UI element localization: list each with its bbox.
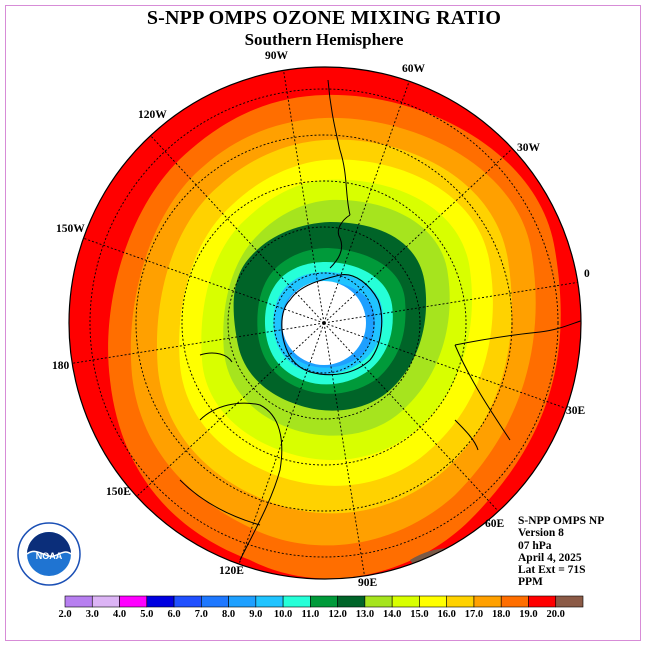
colorbar-tick-label: 16.0	[437, 609, 456, 620]
colorbar-swatch	[419, 595, 447, 608]
info-line-pressure: 07 hPa	[518, 539, 552, 552]
lon-label-30w: 30W	[517, 142, 540, 154]
colorbar-swatch	[228, 595, 257, 608]
colorbar-swatch	[446, 595, 475, 608]
colorbar-swatch	[528, 595, 557, 608]
colorbar-swatch	[337, 595, 366, 608]
colorbar-swatch	[364, 595, 393, 608]
colorbar-swatch	[282, 595, 311, 608]
info-line-version: Version 8	[518, 527, 564, 540]
colorbar-tick-label: 2.0	[58, 609, 72, 620]
colorbar-swatch	[310, 595, 338, 608]
colorbar-tick-label: 12.0	[328, 609, 347, 620]
lon-label-90w: 90W	[265, 50, 288, 62]
lon-label-150w: 150W	[56, 223, 85, 235]
info-line-lat-extent: Lat Ext = 71S	[518, 564, 586, 577]
lon-label-0: 0	[584, 268, 590, 280]
info-line-product: S-NPP OMPS NP	[518, 515, 605, 527]
colorbar-swatch	[500, 595, 529, 608]
lon-label-180: 180	[52, 360, 70, 372]
colorbar-tick-label: 10.0	[273, 609, 293, 620]
map-subtitle: Southern Hemisphere	[244, 30, 404, 49]
colorbar-tick-label: 13.0	[355, 609, 375, 620]
colorbar-tick-label: 3.0	[85, 609, 99, 620]
figure-frame	[5, 5, 641, 641]
colorbar-tick-label: 18.0	[492, 609, 511, 620]
colorbar-swatch	[391, 595, 420, 608]
colorbar-tick-label: 5.0	[140, 609, 154, 620]
lon-label-60w: 60W	[402, 63, 425, 75]
colorbar-tick-label: 15.0	[410, 609, 429, 620]
lon-label-60e: 60E	[485, 518, 505, 530]
colorbar-tick-label: 8.0	[222, 609, 236, 620]
svg-text:NOAA: NOAA	[36, 551, 63, 561]
coastlines	[179, 79, 581, 561]
noaa-logo: NOAA	[17, 522, 81, 591]
lon-label-120e: 120E	[219, 565, 244, 577]
colorbar-tick-label: 20.0	[546, 609, 565, 620]
colorbar-swatch	[91, 595, 120, 608]
lon-label-120w: 120W	[138, 109, 167, 121]
colorbar-tick-label: 14.0	[382, 609, 402, 620]
graticule	[69, 67, 581, 579]
lon-label-30e: 30E	[566, 405, 586, 417]
colorbar-swatch	[173, 595, 202, 608]
map-boundary	[68, 66, 582, 580]
lon-label-90e: 90E	[358, 577, 378, 589]
colorbar-tick-label: 6.0	[167, 609, 181, 620]
colorbar-swatch	[255, 595, 284, 608]
colorbar-swatch	[146, 595, 175, 608]
info-line-date: April 4, 2025	[518, 551, 582, 564]
info-line-units: PPM	[518, 576, 543, 589]
product-info: S-NPP OMPS NP Version 8 07 hPa April 4, …	[518, 515, 604, 589]
colorbar-tick-label: 9.0	[249, 609, 263, 620]
colorbar-tick-label: 19.0	[519, 609, 538, 620]
colorbar-swatch	[555, 595, 584, 608]
colorbar-swatch	[119, 595, 148, 608]
colorbar-tick-label: 11.0	[301, 609, 320, 620]
colorbar-swatch	[64, 595, 93, 608]
colorbar-swatch	[201, 595, 229, 608]
colorbar-tick-label: 17.0	[464, 609, 484, 620]
colorbar-tick-label: 7.0	[194, 609, 208, 620]
colorbar-tick-label: 4.0	[112, 609, 127, 620]
map-title: S-NPP OMPS OZONE MIXING RATIO	[146, 7, 502, 29]
lon-label-150e: 150E	[106, 486, 131, 498]
colorbar-swatch	[473, 595, 502, 608]
